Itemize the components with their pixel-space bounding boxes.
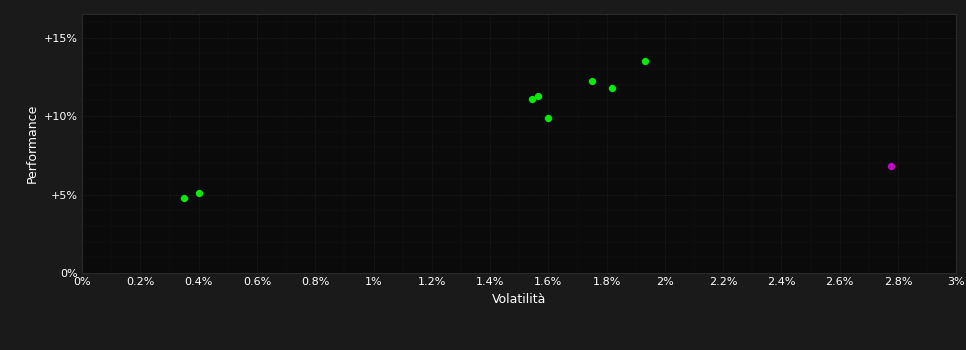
Point xyxy=(541,115,556,120)
Point xyxy=(191,190,207,196)
Point xyxy=(530,93,546,99)
Y-axis label: Performance: Performance xyxy=(25,104,39,183)
Point xyxy=(605,85,620,91)
Point xyxy=(883,163,898,169)
Point xyxy=(525,96,540,101)
Point xyxy=(584,79,600,84)
X-axis label: Volatilità: Volatilità xyxy=(492,293,547,306)
Point xyxy=(177,195,192,201)
Point xyxy=(637,58,652,64)
